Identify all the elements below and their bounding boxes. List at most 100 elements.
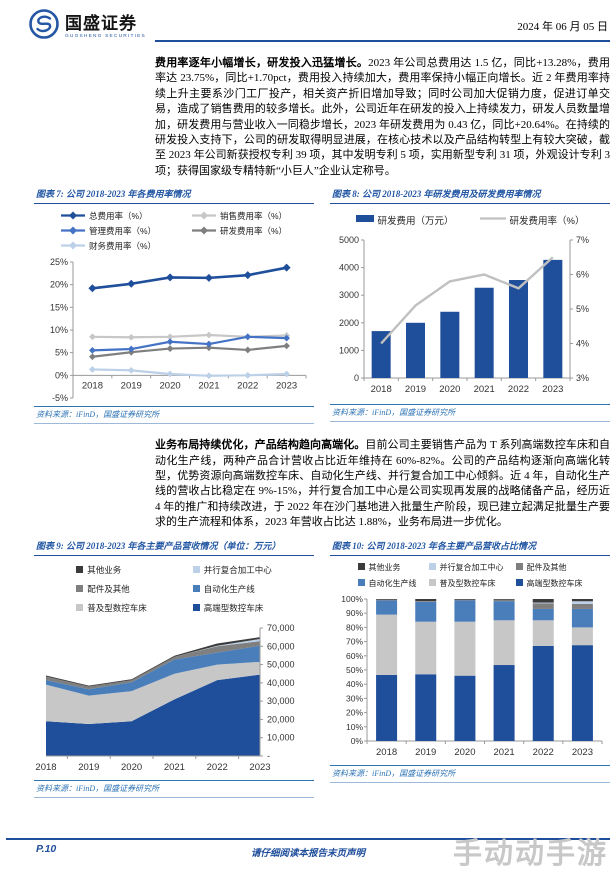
svg-text:2021: 2021 (198, 381, 219, 392)
svg-text:60%: 60% (346, 650, 363, 660)
svg-text:4%: 4% (576, 339, 589, 349)
legend-item: 财务费用率（%） (60, 240, 156, 252)
legend-label: 配件及其他 (526, 562, 567, 572)
svg-text:30%: 30% (346, 693, 363, 703)
svg-text:100%: 100% (341, 594, 363, 604)
brand-name: 国盛证券 (65, 14, 137, 33)
legend-marker-square (192, 603, 200, 613)
legend-item: 高端型数控车床 (515, 578, 583, 589)
svg-text:10,000: 10,000 (267, 732, 295, 742)
svg-text:2022: 2022 (508, 384, 529, 395)
svg-text:70,000: 70,000 (267, 623, 295, 633)
logo-icon (29, 9, 59, 39)
figure-7: 图表 7: 公司 2018-2023 年各费用率情况 总费用率（%） 销售费用率（… (34, 187, 314, 425)
guosheng-logo: 国盛证券 GUOSHENG SECURITIES (28, 8, 146, 40)
svg-text:2023: 2023 (249, 762, 270, 773)
page-number: P.10 (36, 843, 57, 855)
report-date: 2024 年 06 月 05 日 (517, 21, 608, 33)
legend-marker-square (515, 562, 523, 572)
legend-label: 研发费用率（%） (220, 226, 288, 237)
figure7-source: 资料来源：iFinD，国盛证券研究所 (34, 406, 314, 425)
svg-text:30,000: 30,000 (267, 696, 295, 706)
legend-marker-line-diamond (192, 211, 216, 222)
product-share-stacked-bar-chart: 100% 90% 80% 70% 60% 50% 40% 30% 20% 10% 0% 2018 201… (341, 594, 603, 758)
report-header: 国盛证券 GUOSHENG SECURITIES 2024 年 06 月 05 … (0, 0, 616, 46)
legend-item: 普及型数控车床 (76, 602, 147, 614)
svg-text:5%: 5% (576, 304, 589, 314)
svg-text:6%: 6% (576, 270, 589, 280)
legend-label: 普及型数控车床 (87, 602, 147, 613)
svg-text:0: 0 (354, 373, 359, 383)
legend-item: 研发费用率（%） (479, 213, 584, 227)
figure-9: 图表 9: 公司 2018-2023 年各主要产品营收情况（单位：万元） 其他业… (34, 539, 314, 798)
svg-text:5%: 5% (55, 348, 68, 358)
paragraph-text: 2023 年公司总费用达 1.5 亿，同比+13.28%，费用率达 23.75%… (155, 57, 610, 177)
legend-item: 普及型数控车床 (428, 578, 504, 589)
svg-text:25%: 25% (50, 257, 68, 267)
figure-row-1: 图表 7: 公司 2018-2023 年各费用率情况 总费用率（%） 销售费用率（… (34, 187, 610, 425)
svg-text:50,000: 50,000 (267, 659, 295, 669)
svg-text:2020: 2020 (454, 747, 475, 758)
legend-item: 自动化生产线 (192, 583, 272, 595)
figure10-legend: 其他业务 并行复合加工中心 配件及其他自动化生产线 普及型数控车床 高端型数控车床 (330, 562, 610, 589)
legend-label: 财务费用率（%） (88, 241, 156, 252)
legend-item: 其他业务 (357, 562, 417, 573)
figure10-source: 资料来源：iFinD，国盛证券研究所 (330, 764, 610, 783)
svg-text:-5%: -5% (52, 393, 68, 403)
legend-marker-square (428, 578, 436, 588)
legend-marker-square (192, 565, 200, 575)
svg-text:50%: 50% (346, 665, 363, 675)
figure8-source: 资料来源：iFinD，国盛证券研究所 (330, 404, 610, 423)
legend-item: 自动化生产线 (357, 578, 417, 589)
legend-label: 销售费用率（%） (220, 211, 288, 222)
footer-divider (6, 838, 610, 840)
report-footer: P.10 请仔细阅读本报告末页声明 (6, 838, 610, 861)
svg-text:2019: 2019 (121, 381, 142, 392)
svg-text:70%: 70% (346, 636, 363, 646)
svg-text:2022: 2022 (207, 762, 228, 773)
header-divider (155, 40, 610, 42)
legend-label: 并行复合加工中心 (203, 564, 272, 575)
footer-row: P.10 请仔细阅读本报告末页声明 (6, 840, 610, 861)
legend-item: 配件及其他 (76, 583, 147, 595)
legend-item: 配件及其他 (515, 562, 583, 573)
legend-item: 销售费用率（%） (192, 210, 287, 222)
legend-label: 配件及其他 (87, 583, 130, 594)
legend-label: 自动化生产线 (203, 583, 255, 594)
figure10-title: 图表 10: 公司 2018-2023 年各主要产品营收占比情况 (330, 539, 610, 556)
svg-text:2020: 2020 (121, 762, 142, 773)
legend-marker-line-diamond (60, 211, 85, 222)
svg-text:0%: 0% (55, 371, 68, 381)
legend-label: 自动化生产线 (368, 578, 417, 588)
legend-item: 研发费用率（%） (192, 225, 287, 237)
svg-text:60,000: 60,000 (267, 641, 295, 651)
svg-text:2020: 2020 (160, 381, 181, 392)
paragraph-text: 目前公司主要销售产品为 T 系列高端数控车床和自动化生产线，两种产品合计营收占比… (155, 439, 610, 529)
svg-text:2023: 2023 (572, 747, 593, 758)
legend-marker-line-diamond (60, 241, 85, 252)
disclaimer-text: 请仔细阅读本报告末页声明 (250, 849, 365, 859)
expense-rate-line-chart: 25% 20% 15% 10% 5% 0% -5% 2018 2019 2020 2021 2022 2… (50, 257, 307, 403)
figure8-legend: 研发费用（万元） 研发费用率（%） (330, 213, 610, 227)
legend-marker-line-diamond (60, 226, 85, 237)
figure9-source: 资料来源：iFinD，国盛证券研究所 (34, 779, 314, 798)
figure9-legend: 其他业务 并行复合加工中心 配件及其他 自动化生产线 普及型数控车床 高端型数控车床 (34, 564, 314, 614)
svg-text:10%: 10% (50, 325, 68, 335)
svg-text:-: - (267, 751, 270, 761)
svg-text:20,000: 20,000 (267, 714, 295, 724)
paragraph-lead: 业务布局持续优化，产品结构趋向高端化。 (155, 439, 366, 452)
svg-text:5000: 5000 (339, 235, 359, 245)
legend-label: 并行复合加工中心 (439, 562, 504, 572)
legend-marker-line-diamond (192, 226, 216, 237)
svg-text:2021: 2021 (494, 747, 515, 758)
figure7-legend: 总费用率（%） 销售费用率（%） 管理费用率（%） 研发费用率（%） 财务费用率（%） (34, 210, 314, 252)
legend-marker-line (479, 214, 506, 226)
legend-marker-square (192, 584, 200, 594)
legend-marker-square (76, 584, 84, 594)
legend-marker-square (76, 565, 84, 575)
svg-text:20%: 20% (346, 707, 363, 717)
product-revenue-area-chart: 70,000 60,000 50,000 40,000 30,000 20,000 10,0… (35, 623, 295, 773)
legend-marker-square (515, 578, 523, 588)
legend-marker-square (76, 603, 84, 613)
